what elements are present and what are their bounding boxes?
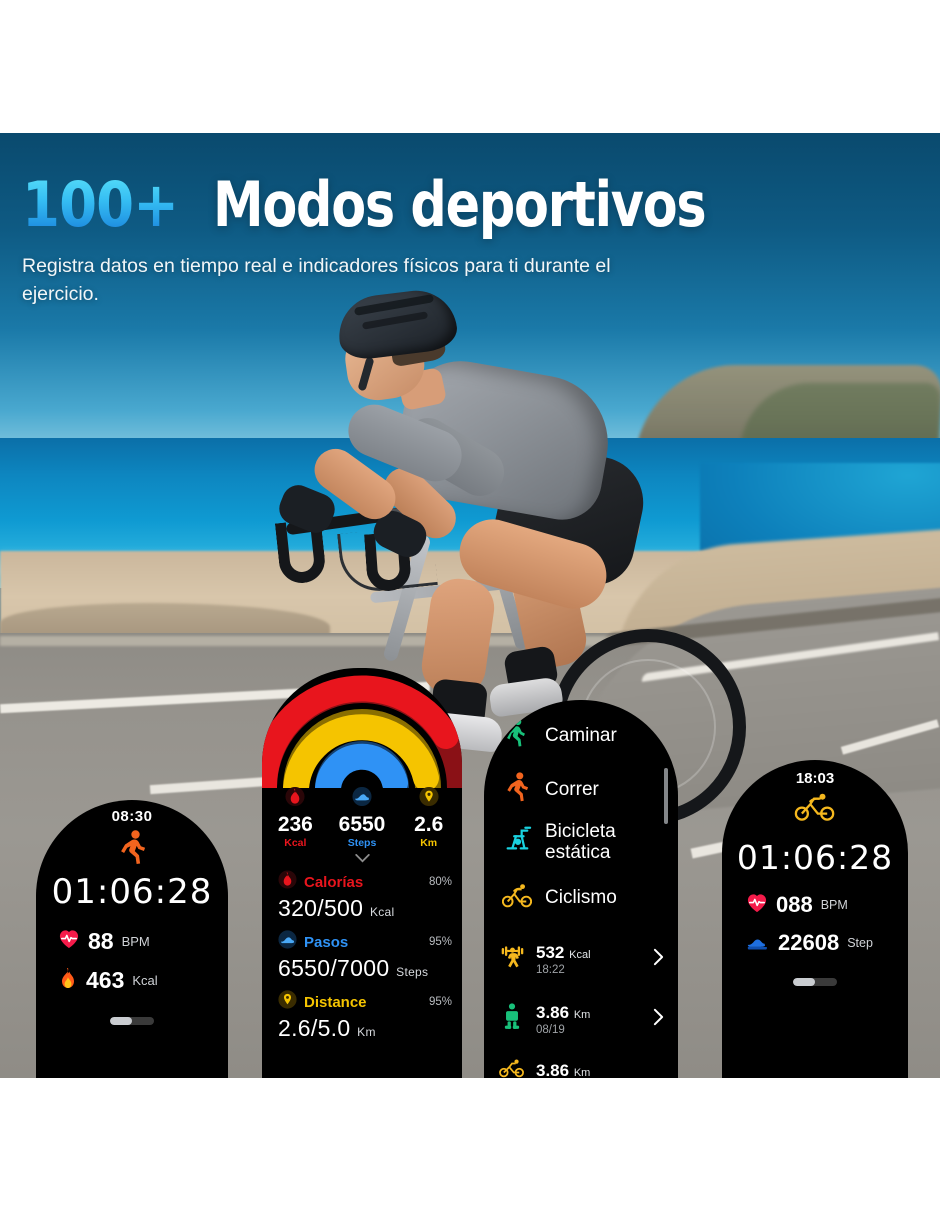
watch-cycling-workout[interactable]: 18:03 01:06:28 088 BPM 22608 Step (722, 760, 908, 1078)
pin-icon (395, 786, 462, 813)
cycling-icon (501, 882, 533, 915)
detail-steps[interactable]: Pasos 95% 6550/7000 Steps (278, 930, 452, 982)
mode-item-caminar[interactable]: Caminar (502, 718, 617, 755)
watch-activity-summary[interactable]: 236 Kcal 6550 Steps 2.6 Km (262, 668, 462, 1078)
summary-steps-unit: Steps (347, 837, 377, 849)
detail-distance-label: Distance (304, 993, 367, 1011)
mode-item-bicicleta-estatica[interactable]: Bicicleta estática (502, 821, 678, 863)
record-value: 532 (536, 943, 565, 962)
workout-duration: 01:06:28 (51, 872, 213, 912)
detail-steps-percent: 95% (428, 936, 452, 948)
road-shoulder (0, 636, 620, 646)
running-icon (36, 830, 228, 869)
summary-calories: 236 Kcal (262, 786, 329, 849)
mode-item-correr[interactable]: Correr (502, 772, 599, 809)
detail-calories[interactable]: Calorías 80% 320/500 Kcal (278, 870, 452, 922)
record-row[interactable]: 3.86 Km 08/19 (498, 1003, 664, 1036)
walking-icon (502, 718, 532, 755)
shoe-icon (746, 931, 770, 956)
mode-label-caminar: Caminar (545, 725, 617, 747)
headline-subtitle: Registra datos en tiempo real e indicado… (22, 255, 611, 305)
calories-row: 463 Kcal (58, 967, 158, 994)
activity-summary-row: 236 Kcal 6550 Steps 2.6 Km (262, 786, 462, 849)
headline-block: 100+ Modos deportivos Registra datos en … (22, 168, 782, 308)
shoe-icon (329, 786, 396, 813)
detail-distance[interactable]: Distance 95% 2.6/5.0 Km (278, 990, 452, 1042)
detail-steps-value: 6550/7000 (278, 955, 390, 981)
clock-label: 18:03 (795, 770, 835, 787)
chevron-down-icon[interactable] (262, 851, 462, 866)
detail-calories-percent: 80% (428, 876, 452, 888)
detail-distance-value: 2.6/5.0 (278, 1015, 351, 1041)
detail-distance-percent: 95% (428, 996, 452, 1008)
flame-icon (278, 870, 297, 894)
activity-rings (262, 668, 462, 801)
detail-calories-label: Calorías (304, 873, 364, 891)
summary-steps-value: 6550 (338, 813, 386, 836)
calories-value: 463 (86, 967, 125, 993)
summary-distance-unit: Km (420, 837, 438, 849)
headline-title: Modos deportivos (213, 168, 707, 241)
summary-calories-value: 236 (277, 813, 313, 836)
heart-rate-unit: BPM (820, 898, 848, 912)
heart-icon (58, 929, 80, 954)
chevron-right-icon[interactable] (653, 948, 664, 971)
headline-accent: 100+ (22, 168, 179, 241)
record-time: 08/19 (536, 1024, 565, 1036)
heart-icon (746, 893, 768, 918)
page-indicator[interactable] (110, 1017, 154, 1025)
steps-value: 22608 (778, 930, 840, 955)
record-value: 3.86 (536, 1061, 570, 1078)
summary-distance: 2.6 Km (395, 786, 462, 849)
chevron-right-icon[interactable] (653, 1008, 664, 1031)
detail-distance-unit: Km (357, 1025, 376, 1039)
cycling-icon (722, 792, 908, 827)
summary-steps: 6550 Steps (329, 786, 396, 849)
heart-rate-value: 88 (88, 928, 114, 954)
pin-icon (278, 990, 297, 1014)
heart-rate-value: 088 (776, 892, 813, 917)
record-row[interactable]: 3.86 Km (498, 1058, 664, 1078)
watch-running-workout[interactable]: 08:30 01:06:28 88 BPM 463 Kca (36, 800, 228, 1078)
watch-sport-modes[interactable]: Caminar Correr Bicicleta estática Ciclis… (484, 700, 678, 1078)
calories-unit: Kcal (132, 973, 158, 988)
detail-calories-value: 320/500 (278, 895, 364, 921)
weightlifting-icon (498, 944, 526, 975)
flame-icon (262, 786, 329, 813)
detail-steps-label: Pasos (304, 933, 349, 951)
mode-item-ciclismo[interactable]: Ciclismo (501, 882, 617, 915)
heart-rate-row: 088 BPM (746, 892, 848, 918)
workout-duration: 01:06:28 (736, 838, 894, 877)
mode-label-ciclismo: Ciclismo (545, 887, 617, 909)
heart-rate-unit: BPM (121, 934, 150, 949)
mode-label-bicicleta-estatica: Bicicleta estática (545, 821, 616, 863)
detail-calories-unit: Kcal (369, 905, 395, 919)
flame-icon (58, 967, 78, 994)
steps-unit: Step (847, 936, 873, 950)
stationary-bike-icon (502, 825, 532, 860)
record-time: 18:22 (536, 964, 565, 976)
record-value: 3.86 (536, 1003, 570, 1022)
steps-row: 22608 Step (746, 930, 873, 956)
record-row[interactable]: 532 Kcal 18:22 (498, 943, 664, 976)
scrollbar[interactable] (664, 768, 668, 824)
summary-distance-value: 2.6 (414, 813, 444, 836)
running-icon (502, 772, 532, 809)
record-unit: Km (573, 1009, 591, 1021)
summary-calories-unit: Kcal (284, 837, 307, 849)
detail-steps-unit: Steps (396, 965, 429, 979)
record-unit: Km (573, 1067, 591, 1078)
record-unit: Kcal (569, 949, 591, 961)
heart-rate-row: 88 BPM (58, 928, 150, 955)
clock-label: 08:30 (111, 808, 153, 825)
shoe-icon (278, 930, 297, 954)
mode-label-correr: Correr (545, 779, 599, 801)
cycling-icon (498, 1058, 526, 1078)
page-indicator[interactable] (793, 978, 837, 986)
walking-icon (498, 1003, 526, 1036)
